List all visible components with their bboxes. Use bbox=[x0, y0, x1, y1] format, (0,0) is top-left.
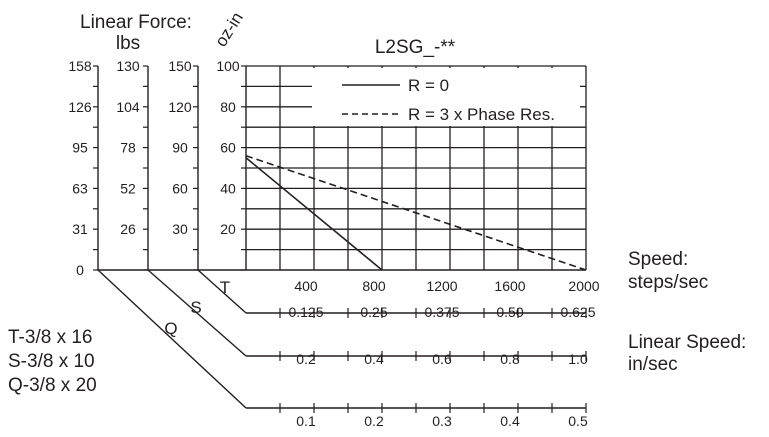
diagonal-q bbox=[97, 269, 247, 409]
y-tick-label: 104 bbox=[116, 99, 140, 115]
legend: R = 0 R = 3 x Phase Res. bbox=[312, 68, 580, 126]
screw-legend-t: T-3/8 x 16 bbox=[8, 327, 93, 348]
speed-label-s: 0.6 bbox=[432, 351, 452, 367]
tick-labels: 158 126 95 63 31 0 130 104 78 52 26 150 120 90 60 30 100… bbox=[68, 58, 599, 338]
lbs-label: lbs bbox=[116, 33, 140, 54]
y-tick-label: 126 bbox=[68, 99, 92, 115]
speed-label-q: 0.3 bbox=[432, 413, 452, 429]
y-tick-label: 52 bbox=[120, 180, 136, 196]
x-tick-label: 1600 bbox=[494, 278, 525, 294]
speed-label-t: 0.125 bbox=[288, 304, 323, 320]
axis-key-s: S bbox=[190, 298, 201, 317]
y-tick-label: 26 bbox=[120, 221, 136, 237]
speed-label-s: 0.8 bbox=[500, 351, 520, 367]
series-line-1 bbox=[245, 157, 383, 271]
linear-speed-scales: 0.125 0.25 0.375 0.50 0.625 0.2 0.4 0.6 0.8 1.0 0.… bbox=[246, 304, 596, 429]
series-lines bbox=[245, 155, 587, 271]
speed-label-t: 0.50 bbox=[496, 304, 523, 320]
linear-speed-unit: in/sec bbox=[628, 354, 678, 375]
legend-box bbox=[312, 68, 580, 126]
speed-label-q: 0.5 bbox=[568, 413, 588, 429]
x-axis-label: Speed: bbox=[628, 249, 688, 270]
series-line-2 bbox=[245, 155, 587, 271]
y-tick-label: 60 bbox=[172, 180, 188, 196]
speed-label-s: 0.4 bbox=[364, 351, 384, 367]
x-tick-label: 2000 bbox=[568, 278, 599, 294]
speed-label-t: 0.625 bbox=[560, 304, 595, 320]
y-tick-label: 31 bbox=[72, 221, 88, 237]
x-axis-unit: steps/sec bbox=[628, 272, 708, 293]
x-tick-label: 800 bbox=[362, 278, 386, 294]
speed-label-t: 0.25 bbox=[360, 304, 387, 320]
diagonal-s bbox=[147, 269, 247, 357]
legend-series-1: R = 0 bbox=[408, 76, 449, 95]
linear-speed-label: Linear Speed: bbox=[628, 332, 746, 353]
y-tick-label: 150 bbox=[168, 58, 192, 74]
y-tick-label: 63 bbox=[72, 180, 88, 196]
screw-legend-s: S-3/8 x 10 bbox=[8, 351, 95, 372]
y-tick-label: 20 bbox=[220, 221, 236, 237]
y-tick-label: 90 bbox=[172, 140, 188, 156]
speed-label-q: 0.4 bbox=[500, 413, 520, 429]
y-tick-label: 100 bbox=[216, 58, 240, 74]
linear-force-label: Linear Force: bbox=[80, 12, 192, 33]
x-tick-label: 400 bbox=[294, 278, 318, 294]
y-tick-label: 30 bbox=[172, 221, 188, 237]
y-tick-label: 120 bbox=[168, 99, 192, 115]
x-tick-label: 1200 bbox=[426, 278, 457, 294]
speed-label-t: 0.375 bbox=[424, 304, 459, 320]
y-tick-label: 95 bbox=[72, 140, 88, 156]
speed-label-q: 0.1 bbox=[296, 413, 316, 429]
axes bbox=[93, 65, 586, 409]
y-tick-label: 130 bbox=[116, 58, 140, 74]
y-tick-label: 0 bbox=[76, 262, 84, 278]
axis-key-q: Q bbox=[164, 319, 177, 338]
axis-key-t: T bbox=[220, 278, 230, 297]
y-tick-label: 158 bbox=[68, 58, 92, 74]
y-tick-label: 80 bbox=[220, 99, 236, 115]
y-tick-label: 60 bbox=[220, 140, 236, 156]
screw-legend-q: Q-3/8 x 20 bbox=[8, 375, 97, 396]
chart-title: L2SG_-** bbox=[375, 37, 456, 58]
speed-label-s: 0.2 bbox=[296, 351, 316, 367]
y-tick-label: 40 bbox=[220, 180, 236, 196]
y-tick-label: 78 bbox=[120, 140, 136, 156]
speed-label-q: 0.2 bbox=[364, 413, 384, 429]
legend-series-2: R = 3 x Phase Res. bbox=[408, 105, 555, 124]
speed-label-s: 1.0 bbox=[568, 351, 588, 367]
oz-in-label: oz-in bbox=[211, 9, 247, 50]
diagonal-t bbox=[197, 269, 247, 314]
